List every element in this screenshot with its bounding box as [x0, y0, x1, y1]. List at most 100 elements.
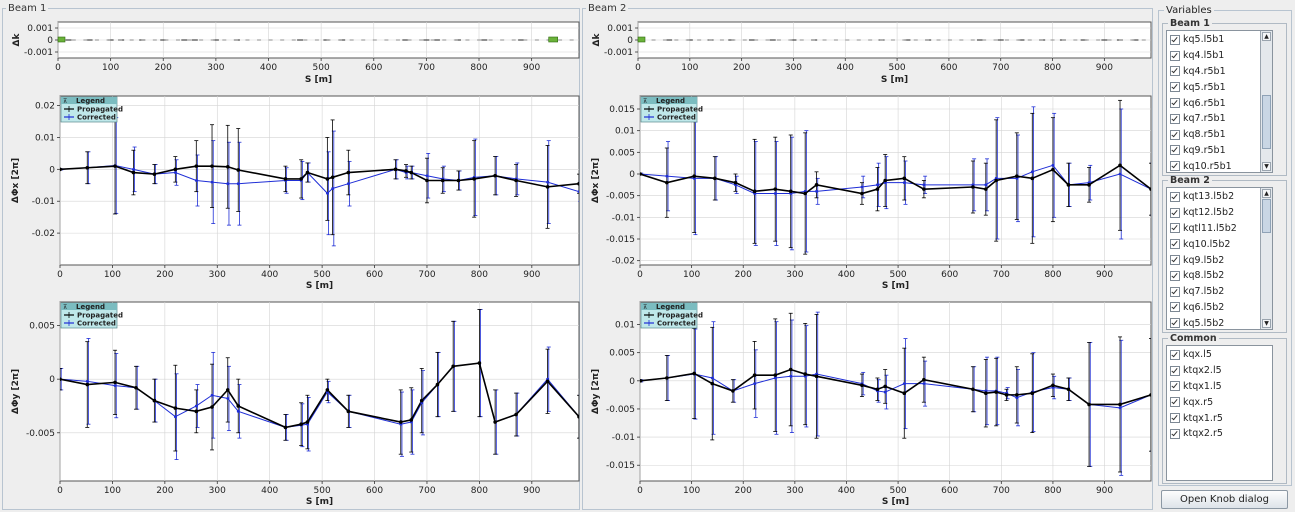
propagated-point [1030, 391, 1035, 395]
checkbox[interactable] [1170, 223, 1180, 234]
collapse-icon: ⊼ [63, 98, 67, 105]
variable-item[interactable]: kqx.l5 [1167, 347, 1272, 363]
list-beam2[interactable]: kqt13.l5b2 kqt12.l5b2 kqtl11.l5b2 kq10.l5b2… [1166, 187, 1273, 330]
checkbox[interactable] [1170, 82, 1180, 93]
variable-item[interactable]: kq9.r5b1 [1167, 143, 1272, 159]
variable-item[interactable]: kq5.l5b2 [1167, 315, 1272, 329]
variable-item[interactable]: ktqx1.r5 [1167, 410, 1272, 426]
variable-item[interactable]: kq7.r5b1 [1167, 111, 1272, 127]
legend-title: Legend [656, 303, 685, 311]
propagated-point [1066, 387, 1071, 392]
checkbox[interactable] [1170, 34, 1180, 45]
corrected-point [773, 192, 777, 195]
propagated-point [883, 384, 887, 389]
x-tick-label: 400 [837, 63, 854, 73]
variable-item[interactable]: ktqx1.l5 [1167, 379, 1272, 395]
scroll-thumb[interactable] [1262, 199, 1271, 233]
propagated-point [1149, 393, 1151, 397]
corrected-point [194, 179, 198, 182]
scroll-up-icon[interactable]: ▲ [1262, 189, 1271, 198]
variable-item[interactable]: kq6.l5b2 [1167, 300, 1272, 316]
checkbox[interactable] [1170, 145, 1180, 156]
list-items-beam2: kqt13.l5b2 kqt12.l5b2 kqtl11.l5b2 kq10.l5b2… [1167, 188, 1272, 329]
x-tick-label: 0 [55, 63, 61, 73]
propagated-line [640, 368, 1151, 406]
checkbox[interactable] [1170, 98, 1180, 109]
list-beam1[interactable]: kq5.l5b1 kq4.l5b1 kq4.r5b1 kq5.r5b1 kq6.r5b1… [1166, 30, 1273, 173]
variable-item[interactable]: kqx.r5 [1167, 394, 1272, 410]
scroll-down-icon[interactable]: ▼ [1262, 319, 1271, 328]
variable-item[interactable]: kqtl11.l5b2 [1167, 221, 1272, 237]
checkbox[interactable] [1170, 428, 1180, 439]
checkbox[interactable] [1170, 349, 1180, 360]
scrollbar-beam1[interactable]: ▲ ▼ [1260, 31, 1272, 172]
variable-item[interactable]: kq10.r5b1 [1167, 158, 1272, 172]
propagated-point [210, 164, 214, 168]
checkbox[interactable] [1170, 129, 1180, 140]
checkbox[interactable] [1170, 113, 1180, 124]
variable-item[interactable]: ktqx2.r5 [1167, 426, 1272, 442]
beam2-dphix-plot[interactable]: 0 100 200 300 400 500 600 700 800 900 0.015 0.01 0.0… [585, 92, 1153, 292]
beam2-title: Beam 2 [586, 3, 629, 14]
checkbox[interactable] [1170, 381, 1180, 392]
beam1-dk-plot[interactable]: 0 100 200 300 400 500 600 700 800 900 0.001 0 -0.001… [5, 18, 581, 90]
corrected-point [236, 182, 240, 186]
scrollbar-beam2[interactable]: ▲ ▼ [1260, 188, 1272, 329]
variable-item[interactable]: kq9.l5b2 [1167, 252, 1272, 268]
checkbox[interactable] [1170, 66, 1180, 77]
variable-item[interactable]: kqt12.l5b2 [1167, 205, 1272, 221]
beam1-dphiy-plot[interactable]: 0 100 200 300 400 500 600 700 800 900 0.005 0 -0.005… [5, 298, 581, 508]
x-tick-label: 500 [889, 486, 906, 496]
x-tick-label: 300 [209, 270, 226, 280]
variable-item[interactable]: kq6.r5b1 [1167, 95, 1272, 111]
propagated-point [803, 191, 807, 196]
propagated-point [752, 373, 757, 377]
checkbox[interactable] [1170, 161, 1180, 172]
variable-item[interactable]: kq5.l5b1 [1167, 32, 1272, 48]
open-knob-dialog-button[interactable]: Open Knob dialog [1161, 490, 1288, 509]
checkbox[interactable] [1170, 318, 1180, 329]
variable-item[interactable]: kq5.r5b1 [1167, 79, 1272, 95]
beam2-dphiy-plot[interactable]: 0 100 200 300 400 500 600 700 800 900 0.01 0.005 0 -0… [585, 298, 1153, 508]
variable-label: kq8.r5b1 [1183, 129, 1226, 141]
checkbox[interactable] [1170, 365, 1180, 376]
scroll-thumb[interactable] [1262, 95, 1271, 149]
checkbox[interactable] [1170, 207, 1180, 218]
propagated-point [665, 376, 669, 380]
propagated-point [773, 187, 778, 191]
propagated-point [1030, 176, 1035, 181]
beam1-dphix-plot[interactable]: 0 100 200 300 400 500 600 700 800 900 0.02 0.01 0 -0.… [5, 92, 581, 292]
checkbox[interactable] [1170, 397, 1180, 408]
x-tick-label: 200 [155, 63, 172, 73]
variable-item[interactable]: kq10.l5b2 [1167, 236, 1272, 252]
y-tick-label: -0.005 [606, 405, 635, 415]
checkbox[interactable] [1170, 239, 1180, 250]
beam2-dk-plot[interactable]: 0 100 200 300 400 500 600 700 800 900 0.001 0 -0.001… [585, 18, 1153, 90]
list-items-beam1: kq5.l5b1 kq4.l5b1 kq4.r5b1 kq5.r5b1 kq6.r5b1… [1167, 31, 1272, 172]
active-knob-bar [637, 36, 646, 43]
corrected-point [331, 187, 335, 190]
list-common[interactable]: kqx.l5 ktqx2.l5 ktqx1.l5 kqx.r5 ktqx1.r5 ktqx… [1166, 345, 1273, 481]
propagated-point [283, 425, 288, 430]
scroll-up-icon[interactable]: ▲ [1262, 32, 1271, 41]
checkbox[interactable] [1170, 191, 1180, 202]
propagated-point [814, 374, 819, 379]
variable-item[interactable]: kq4.l5b1 [1167, 48, 1272, 64]
x-tick-label: 100 [683, 270, 700, 280]
checkbox[interactable] [1170, 286, 1180, 297]
variable-item[interactable]: kqt13.l5b2 [1167, 189, 1272, 205]
checkbox[interactable] [1170, 413, 1180, 424]
checkbox[interactable] [1170, 255, 1180, 266]
variable-item[interactable]: ktqx2.l5 [1167, 363, 1272, 379]
propagated-point [299, 422, 303, 426]
variable-item[interactable]: kq4.r5b1 [1167, 64, 1272, 80]
checkbox[interactable] [1170, 50, 1180, 61]
scroll-down-icon[interactable]: ▼ [1262, 162, 1271, 171]
checkbox[interactable] [1170, 270, 1180, 281]
variable-item[interactable]: kq8.l5b2 [1167, 268, 1272, 284]
variable-label: ktqx2.r5 [1183, 428, 1223, 440]
variable-item[interactable]: kq8.r5b1 [1167, 127, 1272, 143]
variable-item[interactable]: kq7.l5b2 [1167, 284, 1272, 300]
checkbox[interactable] [1170, 302, 1180, 313]
y-axis-label: ΔΦx [2π] [11, 158, 21, 203]
